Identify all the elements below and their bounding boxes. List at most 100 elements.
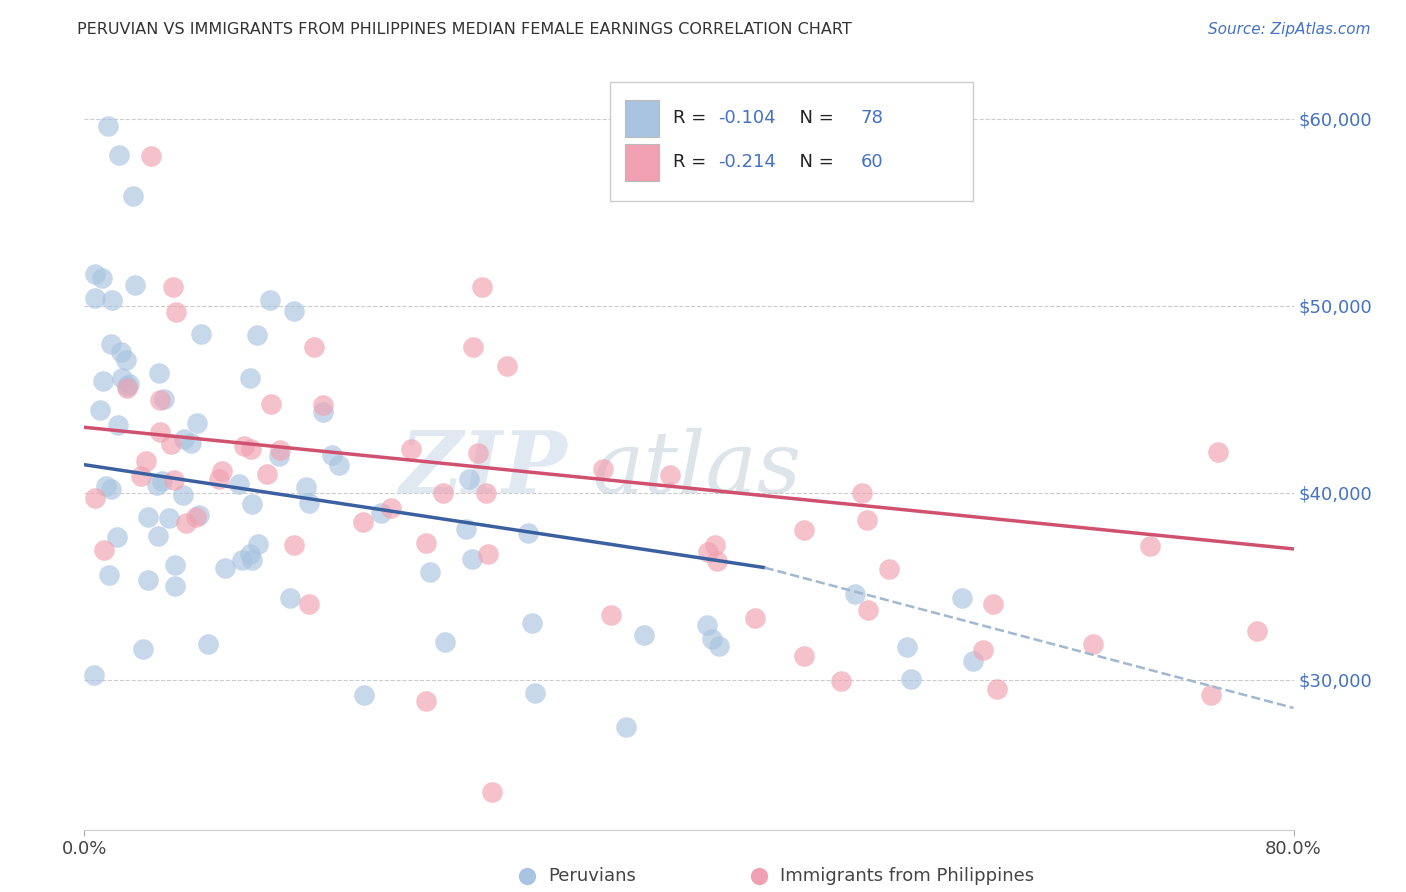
Point <box>91 271 114 285</box>
Point <box>148 366 170 380</box>
Point <box>520 616 543 631</box>
Point <box>415 694 437 708</box>
Point <box>851 485 873 500</box>
Point <box>153 392 176 406</box>
Point <box>242 552 264 566</box>
Point <box>184 510 207 524</box>
Point <box>900 672 922 686</box>
Point <box>696 617 718 632</box>
Point <box>744 611 766 625</box>
Point <box>312 405 335 419</box>
Point <box>115 352 138 367</box>
Point <box>239 371 262 385</box>
Point <box>298 496 321 510</box>
Point <box>83 667 105 681</box>
Point <box>136 573 159 587</box>
Point <box>352 516 374 530</box>
Point <box>877 562 900 576</box>
Point <box>98 568 121 582</box>
Point <box>461 340 484 354</box>
Point <box>283 538 305 552</box>
Point <box>91 375 114 389</box>
Text: R =: R = <box>673 110 713 128</box>
Point <box>294 480 316 494</box>
Point <box>239 442 262 456</box>
Point <box>163 473 186 487</box>
Point <box>214 561 236 575</box>
Point <box>474 486 496 500</box>
Point <box>793 649 815 664</box>
Point <box>96 478 118 492</box>
Text: N =: N = <box>789 110 839 128</box>
Point <box>481 785 503 799</box>
FancyBboxPatch shape <box>610 81 973 201</box>
Point <box>697 545 720 559</box>
Point <box>105 530 128 544</box>
Point <box>239 547 262 561</box>
Point <box>471 280 494 294</box>
Point <box>633 628 655 642</box>
Point <box>247 537 270 551</box>
Point <box>458 472 481 486</box>
Point <box>186 417 208 431</box>
Point <box>135 454 157 468</box>
Point <box>124 278 146 293</box>
Point <box>972 643 994 657</box>
Point <box>84 491 107 505</box>
Point <box>1208 445 1230 459</box>
Point <box>477 547 499 561</box>
Point <box>89 402 111 417</box>
Point <box>278 591 301 605</box>
Point <box>1246 624 1268 638</box>
Point <box>228 477 250 491</box>
Point <box>434 635 457 649</box>
Point <box>950 591 973 605</box>
Point <box>160 436 183 450</box>
Text: PERUVIAN VS IMMIGRANTS FROM PHILIPPINES MEDIAN FEMALE EARNINGS CORRELATION CHART: PERUVIAN VS IMMIGRANTS FROM PHILIPPINES … <box>77 22 852 37</box>
Point <box>298 597 321 611</box>
Point <box>157 511 180 525</box>
Point <box>115 381 138 395</box>
FancyBboxPatch shape <box>624 144 659 180</box>
Point <box>180 435 202 450</box>
FancyBboxPatch shape <box>624 100 659 136</box>
Point <box>312 398 335 412</box>
Point <box>830 673 852 688</box>
Point <box>150 474 173 488</box>
Point <box>454 522 477 536</box>
Point <box>700 632 723 646</box>
Point <box>461 552 484 566</box>
Point <box>165 579 187 593</box>
Point <box>1199 689 1222 703</box>
Point <box>174 516 197 530</box>
Point <box>496 359 519 373</box>
Point <box>856 512 879 526</box>
Point <box>415 535 437 549</box>
Point <box>523 686 546 700</box>
Point <box>232 439 254 453</box>
Point <box>516 526 538 541</box>
Point <box>231 553 253 567</box>
Point <box>173 432 195 446</box>
Text: 60: 60 <box>860 153 883 171</box>
Point <box>188 508 211 522</box>
Point <box>139 149 162 163</box>
Point <box>353 688 375 702</box>
Point <box>108 147 131 161</box>
Text: N =: N = <box>789 153 839 171</box>
Point <box>600 607 623 622</box>
Point <box>115 379 138 393</box>
Point <box>149 393 172 408</box>
Point <box>93 543 115 558</box>
Point <box>302 340 325 354</box>
Point <box>321 448 343 462</box>
Point <box>107 418 129 433</box>
Point <box>197 636 219 650</box>
Point <box>111 370 134 384</box>
Point <box>146 477 169 491</box>
Point <box>190 326 212 341</box>
Text: R =: R = <box>673 153 713 171</box>
Point <box>706 554 728 568</box>
Point <box>132 642 155 657</box>
Point <box>172 488 194 502</box>
